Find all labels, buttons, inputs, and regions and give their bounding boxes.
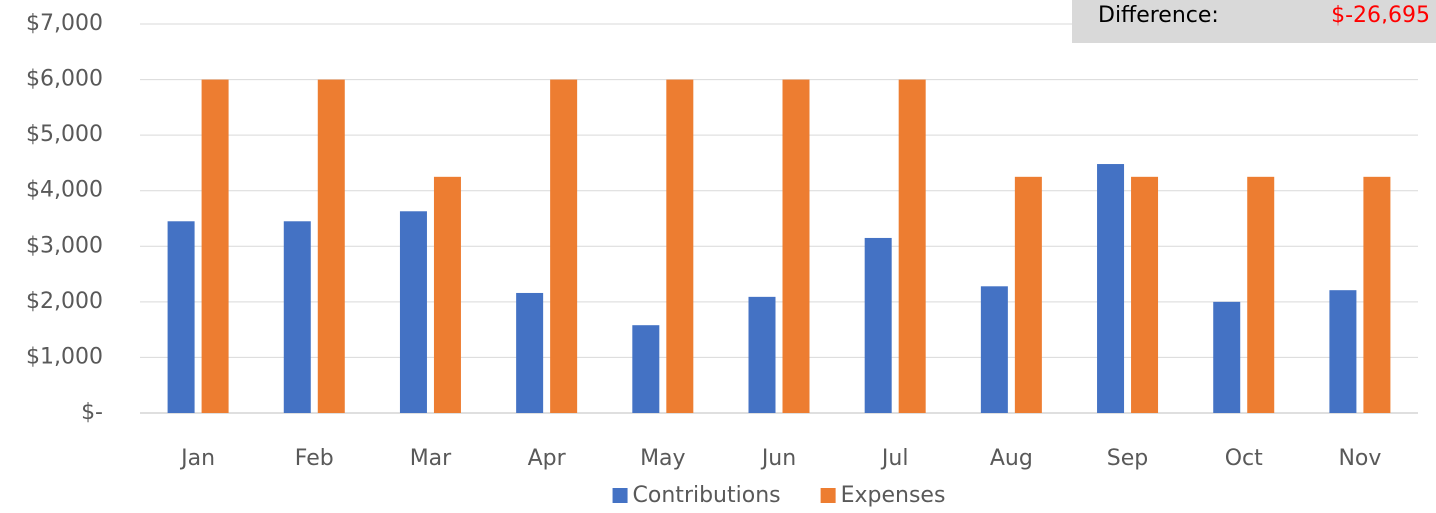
- bar: [317, 79, 345, 414]
- bar: [1363, 176, 1391, 413]
- bar: [283, 221, 311, 413]
- bar: [1014, 176, 1042, 413]
- y-tick-label: $4,000: [26, 178, 103, 203]
- x-tick-label: Aug: [990, 446, 1033, 471]
- legend-swatch: [820, 488, 836, 503]
- bar: [666, 79, 694, 414]
- legend-swatch: [612, 488, 628, 503]
- bar: [782, 79, 810, 414]
- bar: [898, 79, 926, 414]
- x-tick-label: Mar: [410, 446, 452, 471]
- bar: [516, 292, 544, 413]
- legend-label: Expenses: [841, 483, 946, 508]
- legend-label: Contributions: [633, 483, 781, 508]
- y-tick-label: $-: [81, 400, 103, 425]
- x-tick-label: Jun: [760, 446, 796, 471]
- bar: [1329, 290, 1357, 413]
- bar: [980, 286, 1008, 413]
- bar: [201, 79, 229, 414]
- bar: [399, 211, 427, 413]
- bar: [864, 237, 892, 413]
- bar: [1097, 164, 1125, 413]
- x-tick-label: Oct: [1225, 446, 1263, 471]
- y-tick-label: $6,000: [26, 67, 103, 92]
- y-tick-label: $1,000: [26, 344, 103, 369]
- bar: [550, 79, 578, 414]
- bar: [1213, 301, 1241, 413]
- x-tick-label: Sep: [1107, 446, 1148, 471]
- bar: [167, 221, 195, 413]
- bar: [1131, 176, 1159, 413]
- x-tick-label: Nov: [1338, 446, 1381, 471]
- difference-box: [1072, 0, 1436, 43]
- x-tick-label: Apr: [528, 446, 567, 471]
- x-tick-label: Jul: [880, 446, 909, 471]
- x-tick-label: Jan: [179, 446, 215, 471]
- x-tick-label: May: [640, 446, 685, 471]
- x-tick-label: Feb: [295, 446, 334, 471]
- bar: [748, 296, 776, 413]
- y-tick-label: $2,000: [26, 289, 103, 314]
- y-tick-label: $5,000: [26, 122, 103, 147]
- bar: [632, 325, 660, 413]
- bar: [433, 176, 461, 413]
- y-tick-label: $3,000: [26, 233, 103, 258]
- bar: [1247, 176, 1275, 413]
- y-tick-label: $7,000: [26, 11, 103, 36]
